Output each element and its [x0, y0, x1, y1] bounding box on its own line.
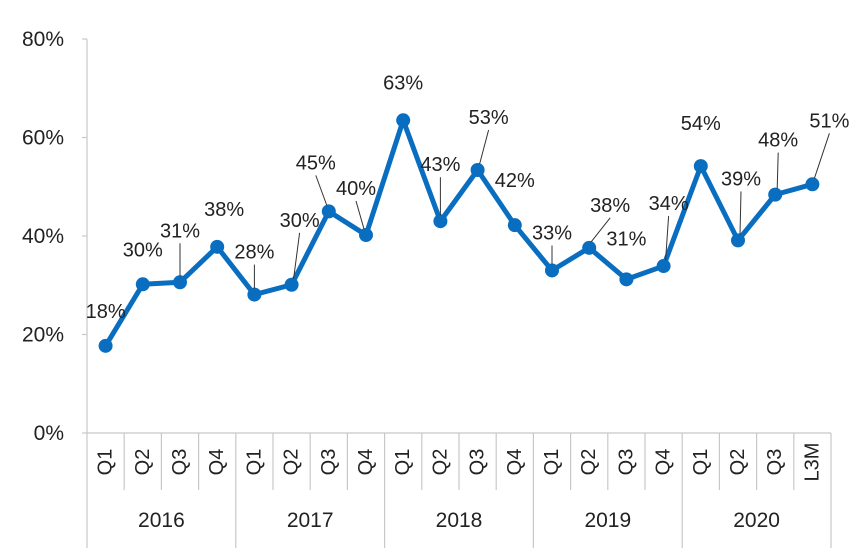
- data-label-leader: [665, 216, 670, 261]
- x-category-label: Q2: [578, 449, 600, 476]
- data-label-leader: [813, 133, 830, 179]
- x-category-label: Q2: [132, 449, 154, 476]
- data-point: [321, 204, 336, 219]
- x-category-label: Q3: [764, 449, 786, 476]
- series-line: [103, 117, 815, 349]
- data-label-leader: [739, 191, 742, 235]
- data-label: 18%: [86, 301, 126, 323]
- data-label: 53%: [469, 107, 509, 129]
- data-label: 31%: [160, 220, 200, 242]
- x-group-label: 2016: [138, 509, 185, 532]
- data-label: 40%: [336, 178, 376, 200]
- data-label: 30%: [123, 239, 163, 261]
- x-category-label: Q3: [615, 449, 637, 476]
- data-point: [805, 177, 820, 192]
- data-point: [582, 240, 597, 255]
- data-point: [359, 228, 373, 243]
- y-tick-label: 60%: [22, 127, 64, 150]
- data-point: [247, 287, 262, 302]
- x-category-label: Q1: [690, 449, 712, 476]
- x-group-label: 2019: [584, 509, 631, 532]
- data-point: [619, 272, 634, 287]
- data-label-leader: [355, 200, 365, 230]
- x-category-label: Q4: [355, 449, 377, 476]
- data-point: [210, 239, 225, 254]
- data-point: [173, 275, 187, 290]
- x-category-label: Q4: [206, 449, 228, 476]
- data-label: 43%: [420, 154, 460, 176]
- x-category-label: Q3: [318, 449, 340, 476]
- data-label: 48%: [758, 130, 798, 152]
- data-point: [545, 263, 559, 278]
- data-label: 34%: [649, 193, 689, 215]
- data-label-leader: [776, 152, 779, 189]
- data-label: 39%: [721, 168, 761, 190]
- x-group-label: 2017: [287, 509, 334, 532]
- data-label: 51%: [809, 110, 849, 132]
- x-category-label: Q4: [653, 449, 675, 476]
- y-tick-label: 80%: [22, 28, 64, 51]
- y-tick-label: 0%: [34, 422, 64, 445]
- data-label: 38%: [590, 195, 630, 217]
- y-tick-label: 20%: [22, 324, 64, 347]
- x-group-label: 2018: [436, 509, 483, 532]
- data-label: 63%: [383, 72, 423, 94]
- data-point: [433, 214, 448, 229]
- data-point: [98, 338, 113, 353]
- x-category-label: L3M: [801, 443, 823, 482]
- data-label-leader: [315, 175, 328, 206]
- x-category-label: Q1: [392, 449, 414, 476]
- data-label: 38%: [204, 199, 244, 221]
- data-label-leader: [479, 129, 490, 165]
- data-label: 54%: [681, 113, 721, 135]
- data-label: 30%: [280, 210, 320, 232]
- x-category-label: Q3: [467, 449, 489, 476]
- x-category-label: Q1: [243, 449, 265, 476]
- data-label: 42%: [495, 170, 535, 192]
- x-category-label: Q3: [169, 449, 191, 476]
- data-point: [731, 233, 745, 248]
- data-label-leader: [293, 232, 301, 279]
- data-label: 45%: [296, 152, 336, 174]
- data-point: [693, 159, 708, 174]
- data-label: 31%: [606, 228, 646, 250]
- data-point: [135, 277, 150, 292]
- x-category-label: Q2: [727, 449, 749, 476]
- x-category-label: Q4: [504, 449, 526, 476]
- y-tick-label: 40%: [22, 225, 64, 248]
- data-point: [507, 218, 522, 233]
- data-point: [768, 187, 783, 202]
- x-category-label: Q1: [541, 449, 563, 476]
- x-group-label: 2020: [733, 509, 780, 532]
- data-point: [284, 277, 299, 292]
- data-point: [396, 113, 411, 128]
- data-label-leader: [590, 217, 611, 243]
- data-label: 28%: [234, 242, 274, 264]
- data-point: [656, 259, 671, 274]
- x-category-label: Q2: [281, 449, 303, 476]
- x-category-label: Q2: [429, 449, 451, 476]
- data-label: 33%: [532, 222, 572, 244]
- x-category-label: Q1: [95, 449, 117, 476]
- data-point: [470, 163, 485, 178]
